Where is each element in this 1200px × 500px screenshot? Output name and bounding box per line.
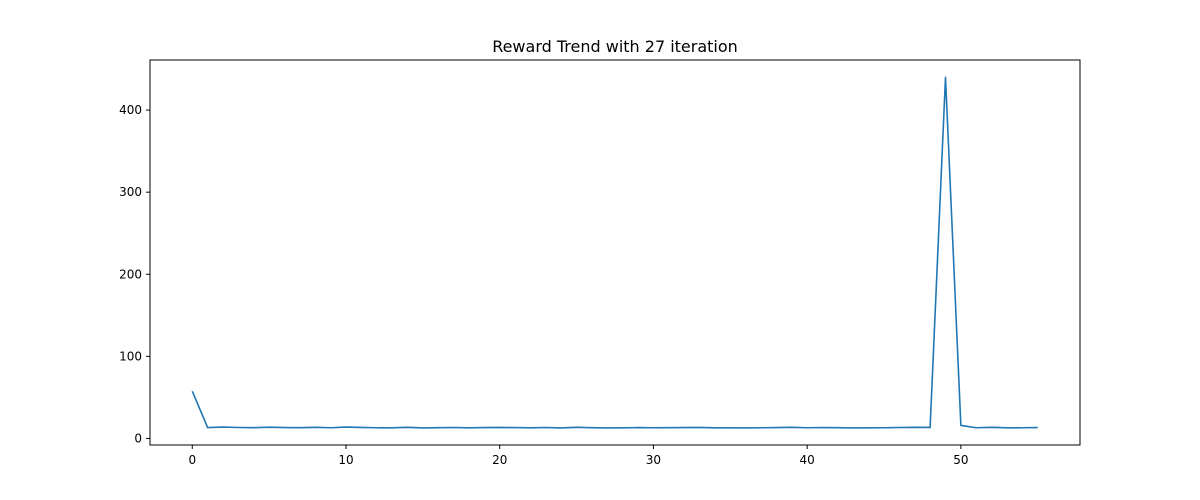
y-tick-label: 0 [134,431,142,445]
x-tick-label: 0 [188,453,196,467]
plot-area [191,76,1038,429]
y-tick-label: 300 [119,185,142,199]
x-axis: 0 10 20 30 40 50 [188,445,969,467]
x-tick-label: 10 [338,453,353,467]
y-tick-label: 400 [119,103,142,117]
y-tick-label: 100 [119,349,142,363]
chart-title: Reward Trend with 27 iteration [492,37,738,56]
x-tick-label: 20 [492,453,507,467]
plot-frame [149,59,1081,446]
x-tick-label: 40 [800,453,815,467]
y-tick-label: 200 [119,267,142,281]
series-line-0 [191,76,1038,429]
x-tick-label: 30 [646,453,661,467]
x-tick-label: 50 [953,453,968,467]
y-axis: 0 100 200 300 400 [119,103,150,445]
